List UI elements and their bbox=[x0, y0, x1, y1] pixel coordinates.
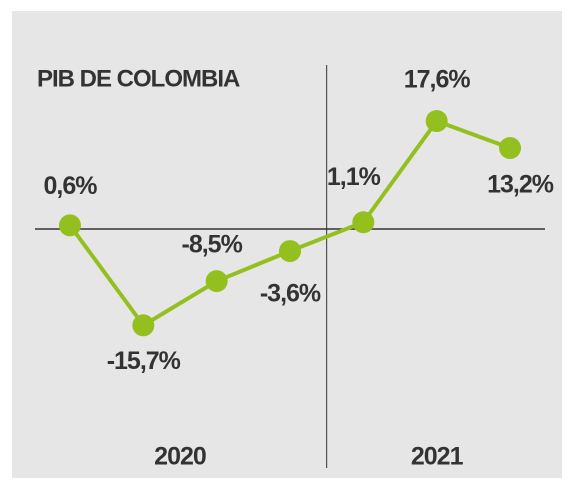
data-label: 1,1% bbox=[327, 163, 381, 191]
x-group-label: 2021 bbox=[411, 443, 464, 471]
point bbox=[425, 110, 448, 133]
x-group-label: 2020 bbox=[154, 443, 206, 471]
data-label: -3,6% bbox=[260, 280, 321, 308]
data-label: 0,6% bbox=[43, 172, 97, 200]
point bbox=[205, 270, 228, 293]
data-label: -15,7% bbox=[107, 347, 181, 375]
data-label: -8,5% bbox=[182, 231, 243, 259]
point bbox=[132, 314, 155, 337]
data-label: 17,6% bbox=[404, 66, 471, 94]
point bbox=[279, 240, 301, 263]
data-label: 13,2% bbox=[487, 171, 554, 199]
point bbox=[499, 137, 522, 160]
chart-title: PIB DE COLOMBIA bbox=[37, 65, 240, 92]
point bbox=[352, 211, 375, 234]
point bbox=[58, 214, 81, 237]
